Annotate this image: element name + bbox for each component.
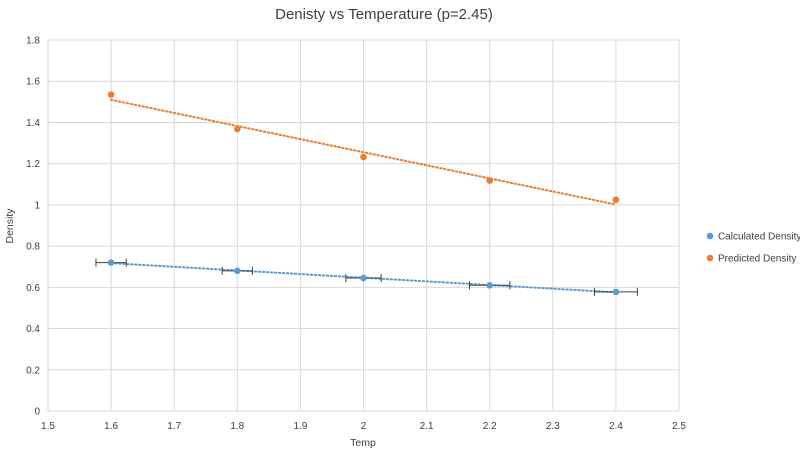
y-tick-label: 1.2 (26, 159, 40, 170)
data-point-series-1 (486, 177, 494, 184)
x-tick-label: 2.2 (483, 421, 497, 432)
x-tick-label: 2.5 (672, 421, 686, 432)
data-point-series-0 (612, 288, 620, 296)
y-tick-label: 1.4 (26, 118, 40, 129)
data-point-series-1 (234, 125, 241, 133)
x-tick-label: 1.5 (41, 421, 55, 432)
legend-item: Calculated Density (706, 232, 800, 243)
x-tick-label: 2.4 (609, 421, 623, 432)
chart-title: Denisty vs Temperature (p=2.45) (275, 6, 493, 23)
y-tick-label: 1 (34, 200, 40, 211)
legend-label: Predicted Density (718, 254, 796, 265)
legend-item: Predicted Density (706, 254, 796, 265)
x-axis-title: Temp (350, 437, 376, 449)
y-tick-label: 0.4 (26, 324, 40, 335)
grid (47, 39, 680, 412)
x-tick-label: 2.1 (420, 421, 434, 432)
legend-label: Calculated Density (718, 232, 800, 243)
y-tick-label: 0.6 (26, 283, 40, 294)
trendline-series-1 (110, 98, 617, 206)
legend: Calculated Density Predicted Density (706, 232, 800, 265)
y-axis-title: Density (4, 208, 16, 244)
x-tick-label: 1.6 (104, 421, 118, 432)
x-tick-label: 2 (361, 421, 367, 432)
x-tick-label: 1.7 (167, 421, 181, 432)
y-tick-label: 0.8 (26, 242, 40, 253)
y-tick-label: 1.6 (26, 77, 40, 88)
x-tick-label: 1.8 (230, 421, 244, 432)
x-axis-ticks: 1.5 1.6 1.7 1.8 1.9 2 2.1 2.2 2.3 2.4 2.5 (41, 421, 686, 432)
data-points (107, 91, 620, 296)
data-point-series-0 (360, 274, 367, 282)
y-axis-ticks: 0 0.2 0.4 0.6 0.8 1 1.2 1.4 1.6 1.8 (26, 36, 40, 418)
data-point-series-1 (612, 196, 620, 204)
legend-marker (706, 232, 714, 240)
data-point-series-0 (107, 259, 115, 266)
data-point-series-0 (234, 267, 241, 275)
data-point-series-0 (486, 281, 494, 289)
y-tick-label: 0 (34, 407, 40, 418)
y-tick-label: 0.2 (26, 365, 40, 376)
y-tick-label: 1.8 (26, 36, 40, 47)
x-tick-label: 2.3 (546, 421, 560, 432)
data-point-series-1 (107, 91, 115, 98)
legend-marker (706, 254, 714, 262)
x-tick-label: 1.9 (293, 421, 307, 432)
data-point-series-1 (360, 153, 367, 161)
